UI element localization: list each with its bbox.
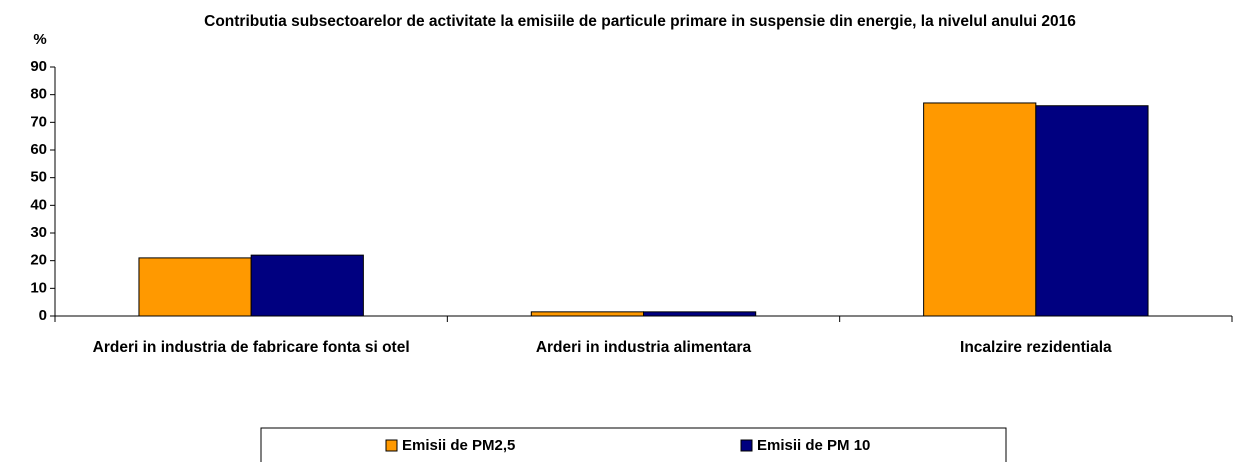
legend-label: Emisii de PM 10 (757, 437, 870, 454)
y-tick-label: 90 (30, 58, 47, 75)
legend-label: Emisii de PM2,5 (402, 437, 515, 454)
x-tick-label-box: Incalzire rezidentiala (960, 339, 1112, 356)
legend-box (260, 427, 1007, 462)
y-tick-label: 20 (30, 252, 47, 269)
y-tick-label: 40 (30, 196, 47, 213)
x-tick-label: Arderi in industria alimentara (535, 339, 752, 356)
y-tick-label: 70 (30, 113, 47, 130)
y-tick-label: 50 (30, 169, 47, 186)
bar (1035, 105, 1149, 317)
legend-swatch (740, 439, 753, 452)
x-tick-label-box: Arderi in industria de fabricare fonta s… (92, 339, 410, 356)
x-tick-label-box: Arderi in industria alimentara (535, 339, 752, 356)
y-tick-label: 60 (30, 141, 47, 158)
chart-title: Contributia subsectoarelor de activitate… (204, 13, 1076, 30)
y-tick-label: 10 (30, 279, 47, 296)
bar (250, 254, 364, 317)
chart-title-box: Contributia subsectoarelor de activitate… (204, 13, 1076, 30)
bar (643, 311, 757, 317)
y-tick-label: 0 (39, 307, 47, 324)
x-tick-label: Arderi in industria de fabricare fonta s… (92, 339, 410, 356)
legend-swatch (385, 439, 398, 452)
x-tick-label: Incalzire rezidentiala (960, 339, 1112, 356)
bar (530, 311, 644, 317)
bar (138, 257, 252, 317)
y-axis-label: % (33, 31, 46, 48)
y-tick-label: 80 (30, 86, 47, 103)
bar (923, 102, 1037, 317)
y-tick-label: 30 (30, 224, 47, 241)
